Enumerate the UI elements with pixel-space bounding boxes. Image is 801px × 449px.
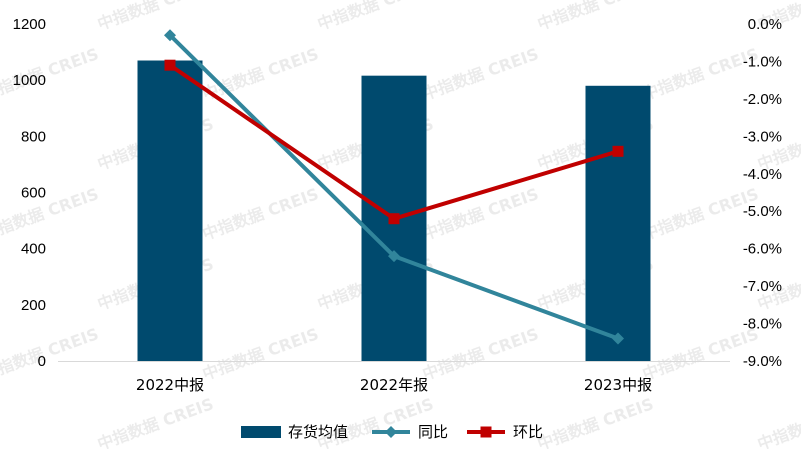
right-tick-label: -5.0% <box>743 203 782 220</box>
watermark-text: 中指数据 CREIS <box>0 324 101 384</box>
watermark-text: 中指数据 CREIS <box>95 0 216 34</box>
watermark-text: 中指数据 CREIS <box>755 394 801 449</box>
watermark-text: 中指数据 CREIS <box>535 394 656 449</box>
right-tick-label: 0.0% <box>748 16 782 33</box>
left-tick-label: 600 <box>21 185 46 202</box>
bar-inventory-avg <box>137 60 203 362</box>
right-tick-label: -4.0% <box>743 166 782 183</box>
left-tick-label: 1000 <box>13 72 46 89</box>
legend-swatch-inventory <box>241 426 281 438</box>
right-tick-label: -9.0% <box>743 353 782 370</box>
watermark-text: 中指数据 CREIS <box>200 44 321 104</box>
yoy-point <box>164 29 176 42</box>
right-tick-label: -6.0% <box>743 241 782 258</box>
left-tick-label: 200 <box>21 297 46 314</box>
legend: 存货均值 同比 环比 <box>241 423 543 441</box>
watermark-text: 中指数据 CREIS <box>200 324 321 384</box>
x-tick-label: 2022年报 <box>360 376 428 394</box>
bar-series <box>137 60 651 362</box>
left-y-axis: 0 200 400 600 800 1000 1200 <box>13 16 46 370</box>
x-tick-label: 2022中报 <box>136 376 204 394</box>
watermark-text: 中指数据 CREIS <box>420 44 541 104</box>
x-axis: 2022中报 2022年报 2023中报 <box>136 376 652 394</box>
left-tick-label: 1200 <box>13 16 46 33</box>
right-tick-label: -3.0% <box>743 128 782 145</box>
legend-marker-qoq <box>480 426 492 438</box>
legend-label-qoq: 环比 <box>513 423 543 441</box>
right-tick-label: -1.0% <box>743 53 782 70</box>
legend-marker-yoy <box>385 426 397 438</box>
right-tick-label: -2.0% <box>743 91 782 108</box>
left-tick-label: 0 <box>38 353 46 370</box>
right-tick-label: -8.0% <box>743 316 782 333</box>
legend-label-yoy: 同比 <box>418 423 448 441</box>
qoq-point <box>612 145 624 157</box>
watermark-text: 中指数据 CREIS <box>95 394 216 449</box>
watermark-text: 中指数据 CREIS <box>535 0 656 34</box>
right-tick-label: -7.0% <box>743 278 782 295</box>
yoy-point <box>388 250 400 263</box>
legend-label-inventory: 存货均值 <box>288 423 348 441</box>
qoq-point <box>388 213 400 225</box>
watermark-text: 中指数据 CREIS <box>420 324 541 384</box>
watermark-text: 中指数据 CREIS <box>315 0 436 34</box>
right-y-axis: 0.0% -1.0% -2.0% -3.0% -4.0% -5.0% -6.0% -7.0% -… <box>743 16 782 370</box>
x-tick-label: 2023中报 <box>584 376 652 394</box>
yoy-point <box>612 332 624 345</box>
left-tick-label: 400 <box>21 241 46 258</box>
qoq-point <box>164 59 176 71</box>
watermark-text: 中指数据 CREIS <box>200 184 321 244</box>
bar-inventory-avg <box>585 85 651 362</box>
left-tick-label: 800 <box>21 128 46 145</box>
line-series <box>164 29 624 345</box>
watermark-text: 中指数据 CREIS <box>0 184 101 244</box>
